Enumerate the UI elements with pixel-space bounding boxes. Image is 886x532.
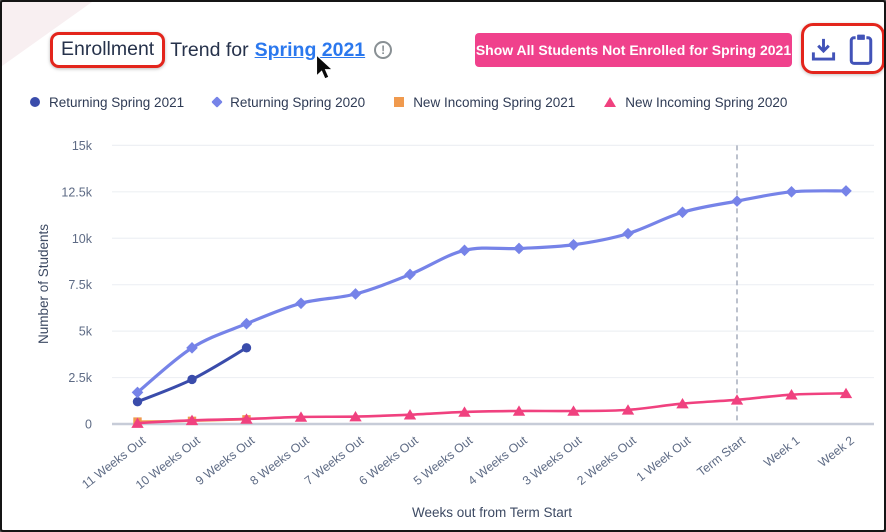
svg-text:3 Weeks Out: 3 Weeks Out (520, 433, 585, 488)
legend-item-new-incoming-2021[interactable]: New Incoming Spring 2021 (394, 95, 575, 110)
svg-text:5 Weeks Out: 5 Weeks Out (411, 433, 476, 488)
svg-text:12.5k: 12.5k (61, 185, 92, 199)
info-icon[interactable]: ! (374, 41, 393, 59)
legend-item-new-incoming-2020[interactable]: New Incoming Spring 2020 (604, 95, 787, 110)
legend-label: Returning Spring 2020 (230, 94, 366, 110)
svg-text:15k: 15k (72, 139, 93, 153)
copy-to-clipboard-button[interactable] (846, 32, 876, 69)
circle-marker-icon (30, 97, 40, 107)
square-marker-icon (394, 97, 405, 107)
legend-item-returning-2020[interactable]: Returning Spring 2020 (211, 94, 366, 110)
download-button[interactable] (810, 36, 837, 66)
svg-text:1 Week Out: 1 Week Out (634, 433, 694, 484)
legend-label: New Incoming Spring 2020 (625, 94, 788, 110)
svg-text:10 Weeks Out: 10 Weeks Out (133, 433, 203, 492)
svg-text:0: 0 (85, 418, 92, 432)
svg-text:5k: 5k (79, 325, 93, 339)
svg-text:9 Weeks Out: 9 Weeks Out (193, 433, 258, 488)
svg-text:Week 1: Week 1 (761, 433, 802, 470)
svg-text:Week 2: Week 2 (816, 433, 857, 470)
clipboard-icon (849, 33, 873, 65)
diamond-marker-icon (211, 96, 223, 108)
legend-label: Returning Spring 2021 (49, 94, 185, 110)
svg-text:11 Weeks Out: 11 Weeks Out (79, 433, 149, 492)
svg-text:Number of Students: Number of Students (36, 224, 51, 344)
page-title: Enrollment Trend for Spring 2021 ! (50, 32, 393, 68)
svg-text:Term Start: Term Start (695, 433, 749, 479)
svg-text:4 Weeks Out: 4 Weeks Out (465, 433, 530, 488)
chart-legend: Returning Spring 2021 Returning Spring 2… (30, 93, 787, 111)
legend-item-returning-2021[interactable]: Returning Spring 2021 (30, 95, 184, 110)
svg-text:2.5k: 2.5k (68, 371, 92, 385)
svg-text:2 Weeks Out: 2 Weeks Out (574, 433, 639, 488)
term-link[interactable]: Spring 2021 (254, 38, 366, 61)
svg-text:7 Weeks Out: 7 Weeks Out (302, 433, 367, 488)
svg-text:Weeks out from Term Start: Weeks out from Term Start (412, 505, 572, 520)
svg-text:10k: 10k (72, 232, 93, 246)
triangle-marker-icon (604, 97, 617, 107)
svg-text:6 Weeks Out: 6 Weeks Out (356, 433, 421, 488)
legend-label: New Incoming Spring 2021 (413, 94, 576, 110)
svg-text:7.5k: 7.5k (68, 278, 92, 292)
download-icon (811, 38, 836, 61)
title-text: Trend for (170, 38, 249, 61)
show-not-enrolled-button[interactable]: Show All Students Not Enrolled for Sprin… (475, 33, 792, 67)
title-word-enrollment: Enrollment (61, 38, 155, 60)
annotation-box-enrollment: Enrollment (50, 32, 166, 68)
svg-text:8 Weeks Out: 8 Weeks Out (247, 433, 312, 488)
